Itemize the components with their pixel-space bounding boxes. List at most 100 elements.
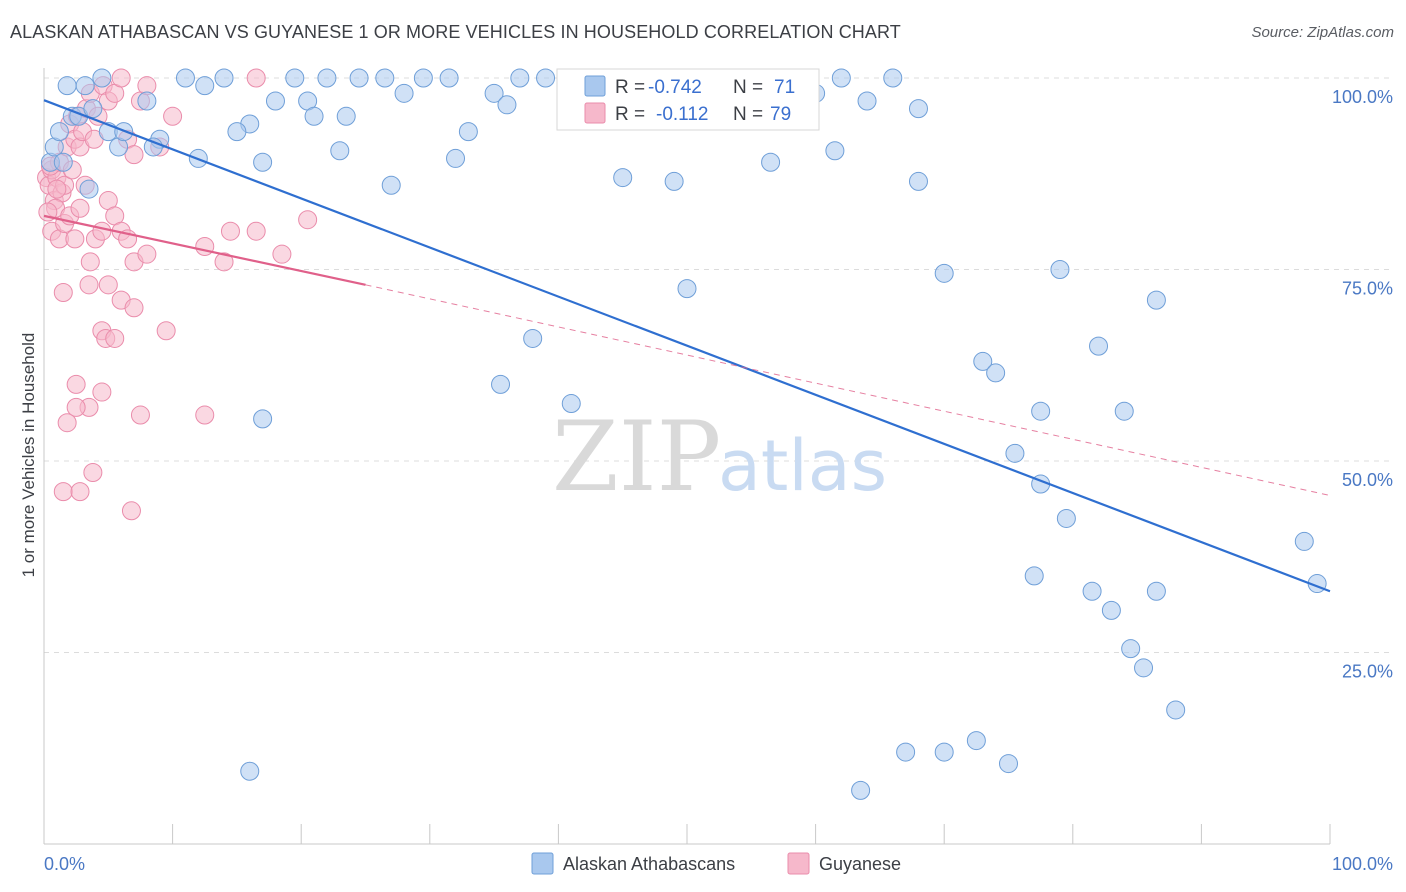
watermark: ZIP atlas (552, 401, 887, 513)
data-point-athabascan (1082, 581, 1102, 601)
data-point-athabascan (1146, 581, 1166, 601)
data-point-athabascan (1166, 700, 1186, 720)
source-label: Source: ZipAtlas.com (1251, 24, 1394, 41)
data-point-athabascan (195, 76, 215, 96)
data-point-guyanese (65, 229, 85, 249)
legend-n-label-0: N = (733, 77, 763, 98)
data-point-athabascan (381, 175, 401, 195)
data-point-guyanese (156, 321, 176, 341)
data-point-athabascan (240, 761, 260, 781)
data-point-guyanese (92, 221, 112, 241)
data-point-athabascan (79, 179, 99, 199)
data-point-athabascan (253, 409, 273, 429)
axes (43, 68, 1331, 845)
data-point-athabascan (49, 122, 69, 142)
x-tick-min: 0.0% (44, 854, 85, 874)
data-point-athabascan (1134, 658, 1154, 678)
legend-n-value-0: 71 (774, 77, 795, 98)
data-point-athabascan (253, 152, 273, 172)
data-point-guyanese (111, 68, 131, 88)
data-point-athabascan (394, 83, 414, 103)
data-point-athabascan (214, 68, 234, 88)
y-tick-label: 100.0% (1332, 87, 1393, 107)
data-point-guyanese (214, 252, 234, 272)
data-point-athabascan (999, 754, 1018, 774)
data-point-guyanese (70, 482, 90, 502)
data-point-guyanese (124, 298, 144, 318)
legend-r-value-0: -0.742 (648, 77, 702, 98)
data-point-athabascan (1024, 566, 1044, 586)
data-point-guyanese (246, 68, 266, 88)
data-point-athabascan (896, 742, 916, 762)
data-point-athabascan (484, 83, 504, 103)
bottom-legend-label-guyanese: Guyanese (819, 854, 901, 874)
data-point-athabascan (83, 99, 103, 119)
legend-swatch-athabascan (584, 75, 606, 97)
data-point-athabascan (375, 68, 395, 88)
trend-line-athabascan (43, 99, 1331, 593)
data-point-athabascan (825, 141, 845, 161)
data-point-athabascan (664, 171, 684, 191)
data-point-athabascan (908, 99, 928, 119)
data-point-guyanese (298, 210, 318, 230)
data-point-guyanese (130, 405, 150, 425)
data-point-athabascan (883, 68, 903, 88)
data-point-guyanese (195, 405, 215, 425)
data-point-athabascan (497, 95, 517, 115)
data-point-guyanese (220, 221, 240, 241)
data-point-athabascan (677, 279, 697, 299)
data-point-athabascan (1121, 639, 1141, 659)
data-point-athabascan (304, 106, 324, 126)
data-point-athabascan (613, 168, 633, 188)
data-point-guyanese (66, 397, 86, 417)
data-point-guyanese (137, 244, 157, 264)
data-point-athabascan (137, 91, 157, 111)
data-point-athabascan (831, 68, 851, 88)
x-tick-max: 100.0% (1332, 854, 1393, 874)
data-point-athabascan (317, 68, 337, 88)
watermark-zip: ZIP (552, 401, 721, 513)
grid-lines (44, 77, 1392, 653)
y-tick-label: 50.0% (1342, 470, 1393, 490)
data-point-guyanese (121, 501, 141, 521)
data-point-athabascan (446, 148, 466, 168)
data-point-athabascan (986, 363, 1006, 383)
data-point-athabascan (857, 91, 877, 111)
data-point-guyanese (79, 275, 99, 295)
data-point-guyanese (163, 106, 183, 126)
y-tick-labels: 25.0% 50.0% 75.0% 100.0% (1332, 87, 1393, 682)
data-point-athabascan (851, 780, 871, 800)
legend: R = -0.742 N = 71 R = -0.112 N = 79 (556, 68, 820, 131)
data-point-guyanese (53, 482, 73, 502)
data-point-athabascan (92, 68, 112, 88)
data-point-guyanese (92, 382, 112, 402)
data-point-athabascan (175, 68, 195, 88)
data-point-guyanese (124, 145, 144, 165)
data-point-athabascan (1146, 290, 1166, 310)
series-guyanese-points (37, 68, 318, 521)
data-point-guyanese (53, 282, 73, 302)
trend-line-guyanese (43, 214, 366, 286)
bottom-legend: Alaskan Athabascans Guyanese (531, 852, 901, 875)
bottom-legend-swatch-guyanese (787, 852, 810, 875)
data-point-athabascan (57, 76, 77, 96)
data-point-athabascan (330, 141, 350, 161)
legend-swatch-guyanese (584, 102, 606, 124)
data-point-athabascan (439, 68, 459, 88)
data-point-guyanese (105, 328, 125, 348)
data-point-athabascan (561, 394, 581, 414)
watermark-atlas: atlas (718, 425, 887, 507)
data-point-athabascan (227, 122, 247, 142)
legend-r-label-1: R = (615, 104, 645, 125)
data-point-athabascan (934, 263, 954, 283)
trend-lines (43, 99, 1331, 593)
legend-r-label-0: R = (615, 77, 645, 98)
data-point-guyanese (246, 221, 266, 241)
data-point-athabascan (523, 328, 543, 348)
data-point-athabascan (510, 68, 530, 88)
data-point-guyanese (80, 252, 100, 272)
data-point-athabascan (349, 68, 369, 88)
chart-title: ALASKAN ATHABASCAN VS GUYANESE 1 OR MORE… (10, 22, 901, 42)
data-point-athabascan (761, 152, 781, 172)
